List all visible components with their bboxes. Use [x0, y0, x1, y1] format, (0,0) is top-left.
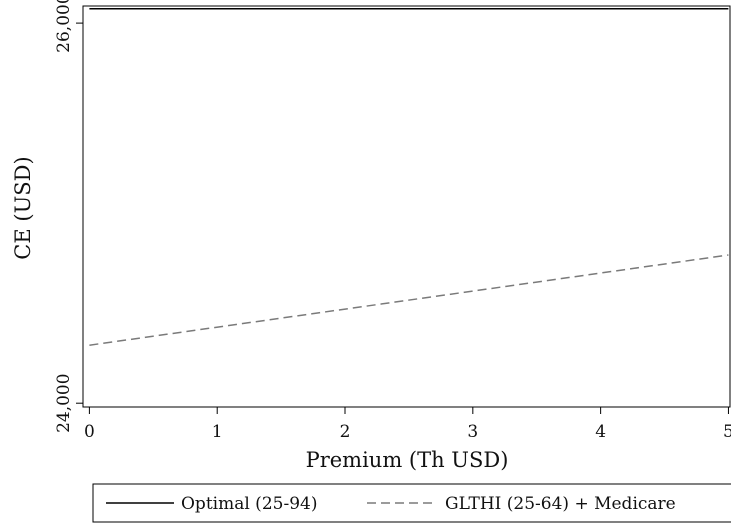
- legend: Optimal (25-94) GLTHI (25-64) + Medicare: [92, 483, 731, 523]
- y-axis: 24,000 26,000: [54, 0, 83, 433]
- x-tick-label-5: 5: [723, 422, 731, 442]
- y-axis-title: CE (USD): [11, 156, 35, 259]
- legend-label-glthi: GLTHI (25-64) + Medicare: [445, 494, 676, 514]
- x-tick-label-3: 3: [467, 422, 478, 442]
- x-axis: 0 1 2 3 4 5: [84, 407, 731, 442]
- x-axis-title: Premium (Th USD): [306, 448, 509, 472]
- x-tick-label-2: 2: [340, 422, 351, 442]
- x-tick-label-4: 4: [595, 422, 606, 442]
- y-tick-label-1: 26,000: [54, 0, 74, 53]
- plot-area-border: [82, 5, 731, 408]
- plot-frame: [82, 5, 731, 408]
- legend-box: [92, 483, 731, 523]
- legend-label-optimal: Optimal (25-94): [181, 494, 317, 514]
- y-tick-label-0: 24,000: [54, 373, 74, 432]
- series-layer: [89, 7, 729, 346]
- x-tick-label-0: 0: [84, 422, 95, 442]
- series-line-1: [89, 254, 729, 346]
- x-tick-label-1: 1: [212, 422, 223, 442]
